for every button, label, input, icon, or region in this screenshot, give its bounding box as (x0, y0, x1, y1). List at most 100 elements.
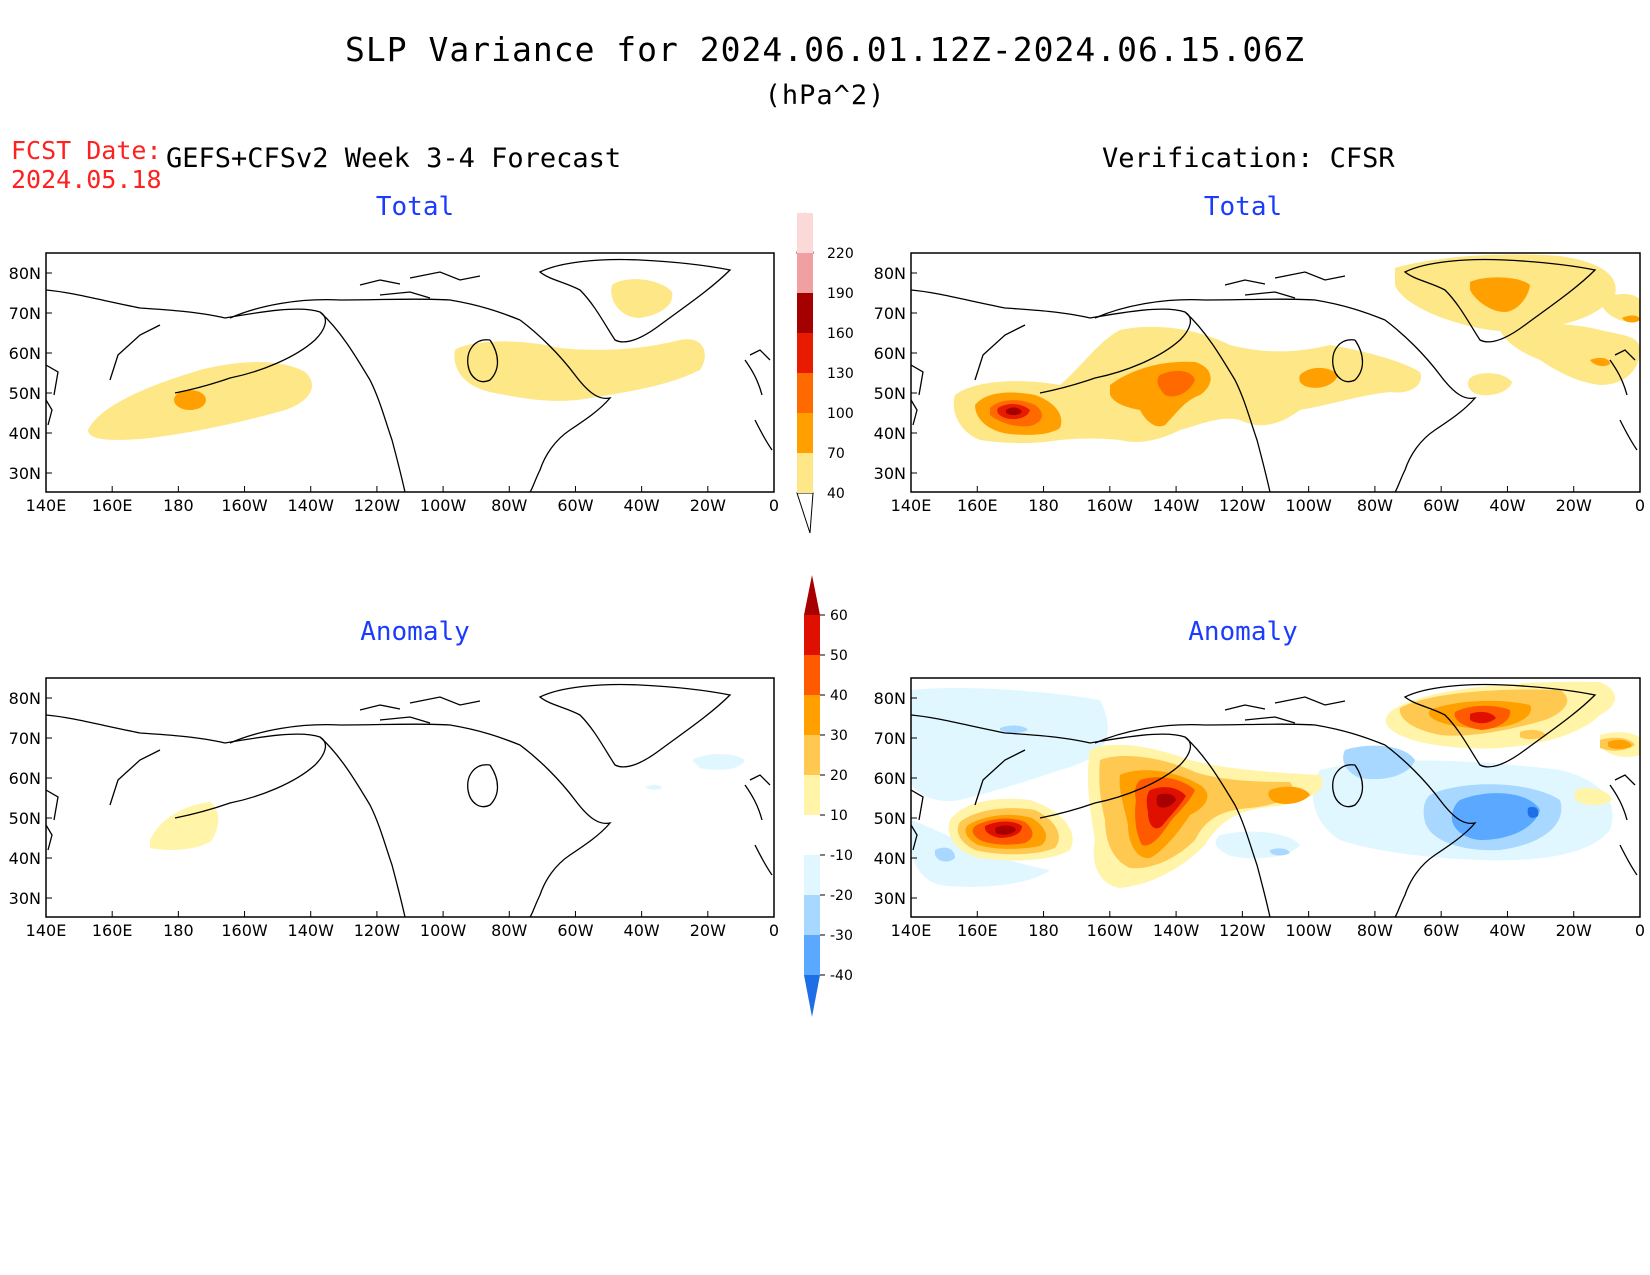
lon-tick-label: 20W (1556, 496, 1592, 515)
lon-tick-label: 140W (1153, 496, 1200, 515)
lon-tick-label: 160W (221, 496, 268, 515)
lat-tick-label: 80N (874, 264, 906, 283)
forecast-total-coastlines (46, 258, 773, 492)
cb-anom-segment (804, 855, 820, 895)
va-coast-canada-arctic (1094, 723, 1386, 746)
fa-coast-hudson (467, 764, 499, 808)
lon-tick-label: 0 (1635, 921, 1645, 940)
va-coast-europe (1609, 774, 1638, 876)
va-warm-50-greenland (1470, 711, 1496, 724)
verification-total-map (911, 254, 1640, 492)
vt-coast-westnorthamerica (1184, 311, 1271, 492)
lat-tick-label: 60N (874, 344, 906, 363)
forecast-heading: GEFS+CFSv2 Week 3-4 Forecast (166, 143, 622, 174)
fcst-date-label: FCST Date: 2024.05.18 (11, 136, 162, 194)
vt-greenland-70 (1470, 277, 1530, 312)
lon-tick-label: 20W (690, 921, 726, 940)
coast-arctic-islands (359, 271, 481, 299)
coast-greenland (538, 258, 732, 343)
fa-coast-asia (46, 714, 226, 744)
coast-hudson (467, 339, 499, 383)
vt-atl-70a (1622, 315, 1640, 323)
lat-tick-label: 30N (874, 889, 906, 908)
cb-total-label: 220 (827, 246, 854, 262)
lat-tick-label: 30N (874, 464, 906, 483)
va-warm-30-canada (1268, 786, 1310, 804)
cb-anom-segment (804, 695, 820, 735)
forecast-anomaly-frame (45, 677, 775, 918)
lon-tick-label: 0 (769, 496, 779, 515)
va-coast-alaska (1039, 733, 1192, 819)
cb-anom-segment (804, 655, 820, 695)
lon-tick-label: 140W (1153, 921, 1200, 940)
va-coast-greenland (1403, 683, 1597, 768)
fa-coast-siberia (109, 749, 161, 806)
vt-mid-40 (1468, 373, 1512, 396)
lon-tick-label: 80W (1357, 496, 1393, 515)
coast-asia (46, 289, 226, 319)
lat-tick-label: 50N (9, 384, 41, 403)
vt-coast-alaska (1039, 308, 1192, 394)
vt-coast-hudson (1332, 339, 1364, 383)
lon-tick-label: 180 (1028, 496, 1059, 515)
verification-anomaly-map (911, 681, 1640, 917)
cb-anom-label: -10 (830, 848, 853, 864)
va-warm-60-alaska (1156, 793, 1176, 808)
cb-total-label: 40 (827, 486, 845, 502)
lon-tick-label: 40W (1489, 921, 1525, 940)
forecast-total-map (46, 258, 773, 492)
fa-coast-east (519, 744, 612, 917)
lon-tick-label: 120W (1219, 496, 1266, 515)
shade-greenland-40 (611, 279, 673, 318)
lat-tick-label: 80N (9, 264, 41, 283)
lat-tick-label: 80N (874, 689, 906, 708)
vt-coast-europe (1609, 349, 1638, 451)
verification-total-frame (910, 252, 1641, 493)
lon-tick-label: 100W (420, 921, 467, 940)
verification-heading: Verification: CFSR (1102, 143, 1395, 174)
fa-coast-arctic-islands (359, 696, 481, 724)
va-warm-50-alaska (1146, 787, 1186, 829)
lon-tick-label: 60W (1423, 496, 1459, 515)
cb-total-label: 130 (827, 366, 854, 382)
lon-tick-label: 160W (221, 921, 268, 940)
cb-anom-segment (804, 935, 820, 975)
cb-anom-label: 10 (830, 808, 848, 824)
vt-east-40 (1600, 294, 1640, 322)
va-warm-10-atl (1575, 788, 1612, 806)
vt-atl-70b (1590, 357, 1610, 367)
colorbar-total: 40 70 100 130 160 190 220 (796, 212, 854, 534)
lon-tick-label: 160W (1087, 921, 1134, 940)
forecast-total-shading (88, 279, 705, 440)
vt-coast-arctic-islands (1224, 271, 1346, 299)
cb-anom-label: 50 (830, 648, 848, 664)
lon-tick-label: 140W (288, 921, 335, 940)
va-cool-10-band (911, 688, 1108, 801)
lat-tick-label: 60N (9, 769, 41, 788)
va-coast-east (1384, 744, 1477, 917)
lon-tick-label: 60W (557, 496, 593, 515)
lon-tick-label: 160E (92, 496, 133, 515)
units-label: (hPa^2) (764, 80, 886, 111)
forecast-anomaly-title: Anomaly (360, 617, 470, 647)
lat-tick-label: 50N (874, 809, 906, 828)
lon-tick-label: 120W (354, 921, 401, 940)
lon-tick-label: 20W (690, 496, 726, 515)
va-coast-asia (911, 714, 1091, 744)
lon-tick-label: 160E (92, 921, 133, 940)
lon-tick-label: 80W (491, 921, 527, 940)
vt-coast-asia (911, 289, 1091, 319)
lat-tick-label: 70N (874, 304, 906, 323)
lon-tick-label: 60W (557, 921, 593, 940)
shade-canada-40 (454, 339, 705, 401)
fa-coast-europe (744, 774, 773, 876)
lon-tick-label: 60W (1423, 921, 1459, 940)
va-cool-20-c (935, 847, 955, 862)
va-coast-arctic-islands (1224, 696, 1346, 724)
cb-total-label: 160 (827, 326, 854, 342)
cb-anom-label: -30 (830, 928, 853, 944)
lon-tick-label: 160E (957, 921, 998, 940)
cb-anom-label: 60 (830, 608, 848, 624)
lon-tick-label: 140E (26, 496, 67, 515)
lon-tick-label: 100W (1285, 496, 1332, 515)
